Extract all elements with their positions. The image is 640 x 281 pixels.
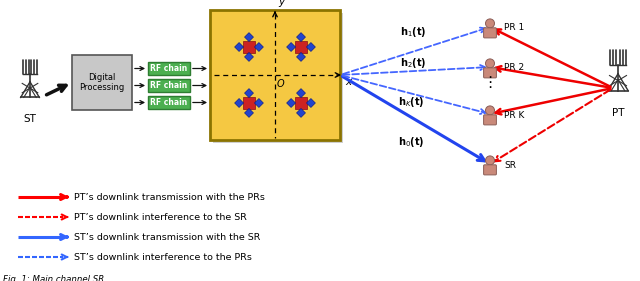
- FancyBboxPatch shape: [484, 115, 497, 125]
- Text: Fig. 1: Main channel SR...: Fig. 1: Main channel SR...: [3, 275, 113, 281]
- Bar: [295, 41, 307, 53]
- Text: PR K: PR K: [504, 110, 524, 119]
- FancyBboxPatch shape: [148, 96, 190, 109]
- Polygon shape: [296, 33, 305, 42]
- Polygon shape: [235, 42, 244, 51]
- Text: RF chain: RF chain: [150, 98, 188, 107]
- Polygon shape: [235, 99, 244, 107]
- Bar: [243, 41, 255, 53]
- FancyBboxPatch shape: [148, 62, 190, 75]
- Text: PR 1: PR 1: [504, 24, 524, 33]
- Text: $\mathbf{h}_0\mathbf{(t)}$: $\mathbf{h}_0\mathbf{(t)}$: [398, 135, 424, 149]
- Text: $\mathbf{h}_K\mathbf{(t)}$: $\mathbf{h}_K\mathbf{(t)}$: [398, 95, 424, 109]
- FancyBboxPatch shape: [484, 28, 497, 38]
- Text: PT: PT: [612, 108, 624, 118]
- Polygon shape: [287, 99, 296, 107]
- Polygon shape: [244, 108, 253, 117]
- FancyBboxPatch shape: [484, 165, 497, 175]
- Text: $\mathbf{h}_2\mathbf{(t)}$: $\mathbf{h}_2\mathbf{(t)}$: [400, 56, 426, 70]
- FancyBboxPatch shape: [72, 55, 132, 110]
- Text: ST: ST: [24, 114, 36, 124]
- Text: Digital
Processing: Digital Processing: [79, 73, 125, 92]
- Text: ⋮: ⋮: [483, 76, 498, 90]
- Text: PT’s downlink interference to the SR: PT’s downlink interference to the SR: [74, 212, 247, 221]
- FancyBboxPatch shape: [213, 13, 343, 143]
- Text: PR 2: PR 2: [504, 64, 524, 72]
- Bar: [243, 97, 255, 109]
- Text: SR: SR: [504, 160, 516, 169]
- Text: O: O: [277, 79, 285, 89]
- Circle shape: [486, 59, 495, 68]
- FancyBboxPatch shape: [210, 10, 340, 140]
- Text: RF chain: RF chain: [150, 81, 188, 90]
- Polygon shape: [296, 89, 305, 98]
- Polygon shape: [255, 42, 264, 51]
- Text: RF chain: RF chain: [150, 64, 188, 73]
- Text: PT’s downlink transmission with the PRs: PT’s downlink transmission with the PRs: [74, 192, 265, 201]
- Text: ST’s downlink interference to the PRs: ST’s downlink interference to the PRs: [74, 253, 252, 262]
- FancyBboxPatch shape: [148, 79, 190, 92]
- Bar: [295, 97, 307, 109]
- Polygon shape: [296, 108, 305, 117]
- Circle shape: [486, 156, 495, 165]
- Circle shape: [486, 19, 495, 28]
- Polygon shape: [287, 42, 296, 51]
- Polygon shape: [255, 99, 264, 107]
- Polygon shape: [307, 99, 316, 107]
- FancyBboxPatch shape: [484, 68, 497, 78]
- Text: x: x: [345, 77, 351, 87]
- Polygon shape: [244, 33, 253, 42]
- Polygon shape: [244, 53, 253, 62]
- Polygon shape: [296, 53, 305, 62]
- Circle shape: [486, 106, 495, 115]
- Text: ST’s downlink transmission with the SR: ST’s downlink transmission with the SR: [74, 232, 260, 241]
- Text: y: y: [278, 0, 284, 7]
- Polygon shape: [244, 89, 253, 98]
- Polygon shape: [307, 42, 316, 51]
- Text: $\mathbf{h}_1\mathbf{(t)}$: $\mathbf{h}_1\mathbf{(t)}$: [400, 25, 426, 39]
